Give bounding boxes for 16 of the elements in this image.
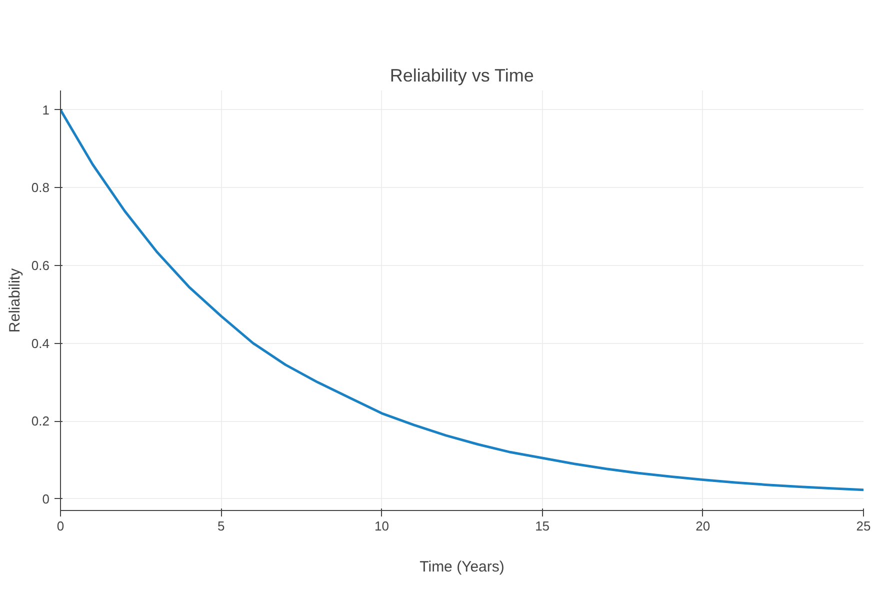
x-tick-label: 20 <box>696 518 710 534</box>
y-tick-label: 0 <box>42 491 50 506</box>
y-tick-label: 0.2 <box>31 414 50 429</box>
y-tick-label: 1 <box>42 102 50 118</box>
y-tick-label: 0.6 <box>31 258 50 273</box>
x-tick-label: 0 <box>56 518 64 534</box>
line-series <box>60 108 864 492</box>
x-tick-label: 15 <box>535 518 550 534</box>
y-axis-title: Reliability <box>6 268 24 333</box>
y-tick-label: 0.4 <box>31 336 50 351</box>
x-axis-title: Time (Years) <box>420 558 504 576</box>
x-tick-label: 10 <box>374 518 389 534</box>
x-tick-label: 5 <box>217 518 225 534</box>
y-tick-label: 0.8 <box>31 180 50 196</box>
x-tick-label: 25 <box>856 518 871 534</box>
chart-title: Reliability vs Time <box>390 66 534 86</box>
